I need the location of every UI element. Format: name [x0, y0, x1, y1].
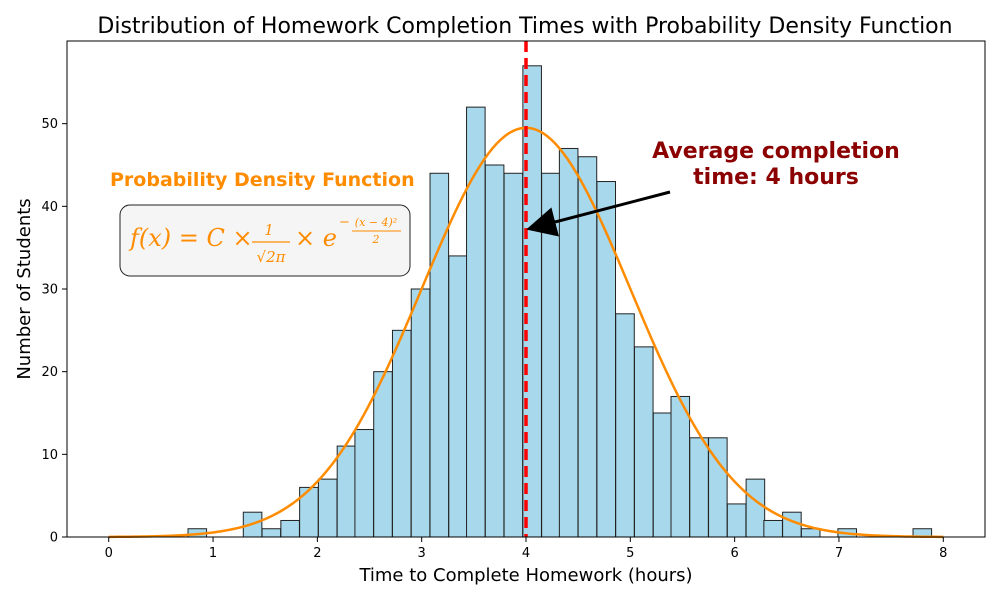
y-tick-label-30: 30: [41, 283, 58, 298]
y-tick-label-50: 50: [41, 117, 58, 132]
histogram-bar-3: [280, 519, 300, 538]
histogram-bar-18: [558, 147, 579, 538]
formula-exponent-denominator: 2: [372, 233, 380, 246]
x-tick-label-1: 1: [209, 546, 217, 561]
histogram-bar-7: [354, 429, 374, 538]
formula-fraction-denominator: √2π: [257, 248, 287, 266]
histogram-bar-21: [615, 313, 635, 538]
y-axis-title: Number of Students: [14, 198, 35, 379]
x-axis-title: Time to Complete Homework (hours): [358, 565, 692, 586]
y-axis-ticks: 0 10 20 30 40 50: [41, 117, 67, 546]
y-tick-label-40: 40: [41, 200, 58, 215]
chart-title: Distribution of Homework Completion Time…: [97, 14, 952, 39]
histogram-bar-15: [503, 172, 524, 538]
x-tick-label-6: 6: [730, 546, 738, 561]
histogram-bar-10: [410, 288, 431, 538]
x-tick-label-7: 7: [835, 546, 843, 561]
histogram-bar-5: [317, 478, 338, 538]
x-tick-label-0: 0: [105, 546, 113, 561]
formula-exponential: × e: [295, 224, 337, 252]
formula-exponent-numerator: (x − 4)²: [355, 216, 397, 229]
histogram-bar-24: [670, 395, 691, 538]
formula-box: f(x) = C × 1 √2π × e − (x − 4)² 2: [119, 204, 411, 277]
x-axis-ticks: 0 1 2 3 4 5 6 7 8: [105, 537, 947, 561]
x-tick-label-3: 3: [418, 546, 426, 561]
x-tick-label-8: 8: [939, 546, 947, 561]
histogram-bar-31: [800, 528, 821, 538]
formula-exponent-minus: −: [339, 215, 350, 230]
y-tick-label-0: 0: [50, 531, 58, 546]
histogram-bar-14: [484, 164, 505, 538]
histogram-bar-29: [763, 519, 783, 538]
histogram-bar-28: [745, 478, 766, 538]
formula-lhs: f(x) = C ×: [128, 224, 253, 252]
histogram-bar-9: [391, 329, 412, 538]
histogram-bar-23: [652, 412, 673, 538]
y-tick-label-10: 10: [41, 448, 58, 463]
histogram-bar-25: [689, 437, 709, 538]
average-annotation-line1: Average completion: [652, 139, 900, 164]
x-tick-label-2: 2: [313, 546, 321, 561]
formula-fraction-numerator: 1: [264, 221, 274, 239]
histogram-bar-17: [541, 172, 561, 538]
histogram-bar-22: [633, 346, 654, 538]
pdf-label: Probability Density Function: [110, 169, 415, 191]
histogram-bar-8: [373, 371, 393, 538]
histogram-bar-27: [726, 503, 747, 538]
histogram-bar-12: [448, 255, 468, 538]
histogram-bar-11: [429, 172, 450, 538]
average-annotation-arrow: [526, 190, 671, 237]
formula-box-background: [119, 204, 411, 277]
average-annotation-line2: time: 4 hours: [693, 165, 859, 190]
x-tick-label-5: 5: [626, 546, 634, 561]
histogram-bar-6: [336, 445, 357, 538]
histogram-bar-2: [261, 528, 282, 538]
y-tick-label-20: 20: [41, 365, 58, 380]
x-tick-label-4: 4: [522, 546, 530, 561]
